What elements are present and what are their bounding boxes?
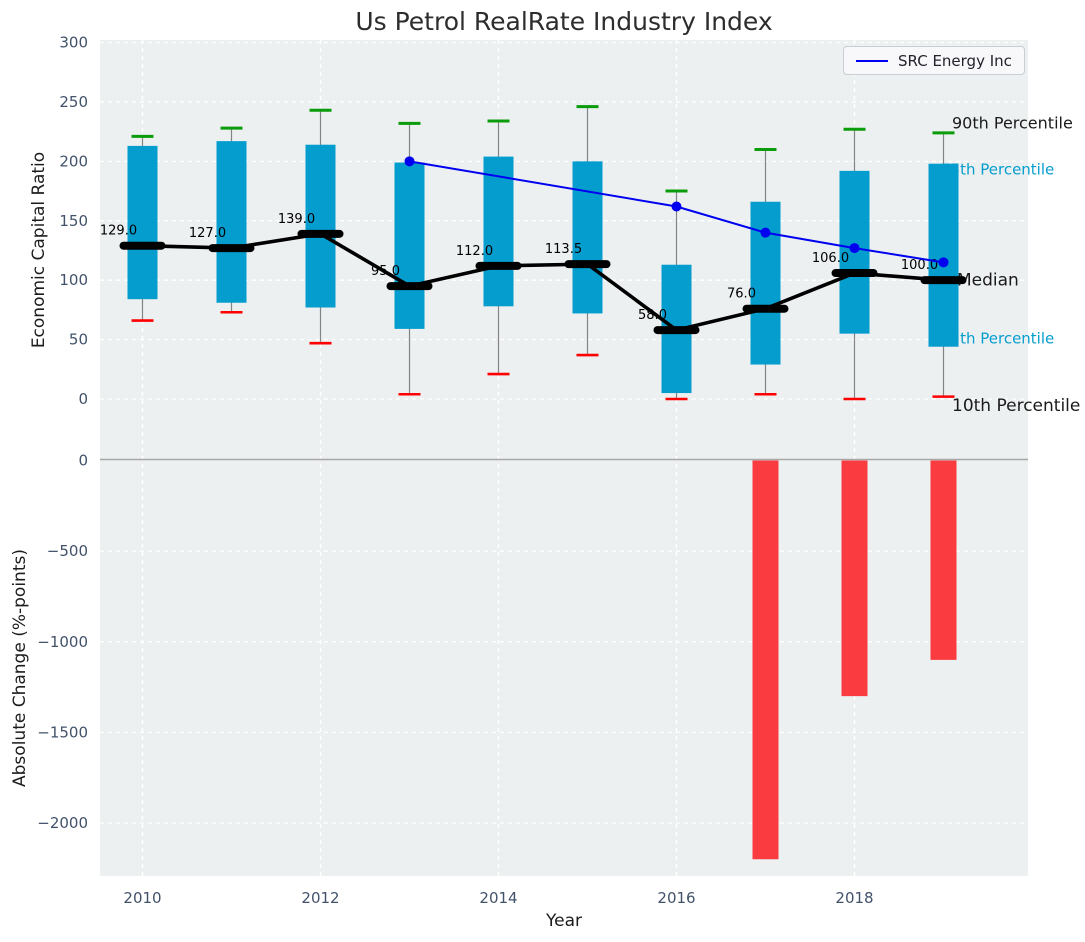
iqr-bar [572,161,603,314]
top-y-tick-label: 300 [59,34,88,52]
src-energy-marker [938,257,949,268]
iqr-bar [216,141,247,303]
x-tick-label: 2012 [301,889,339,907]
bottom-y-tick-label: −2000 [37,814,88,832]
bottom-y-axis-label: Absolute Change (%-points) [10,549,30,787]
top-y-tick-label: 250 [59,93,88,111]
top-plot-area [100,40,1028,458]
median-value-label: 100.0 [901,258,938,273]
median-value-label: 58.0 [638,308,667,323]
iqr-bar [305,144,336,308]
change-bar [752,460,779,860]
change-bar [930,460,957,660]
legend-label: SRC Energy Inc [898,51,1012,70]
annotation-10th-percentile: 10th Percentile [952,396,1080,416]
median-value-label: 112.0 [456,244,493,259]
top-y-tick-label: 50 [69,331,88,349]
src-energy-marker [671,201,682,212]
iqr-bar [750,201,781,365]
bottom-y-tick-label: 0 [78,452,88,470]
median-value-label: 129.0 [100,224,137,239]
x-tick-label: 2018 [835,889,873,907]
annotation-median: Median [957,271,1019,291]
iqr-bar [483,156,514,307]
iqr-bar [394,162,425,329]
src-energy-marker [404,156,415,167]
src-energy-marker [760,227,771,238]
median-value-label: 127.0 [189,226,226,241]
median-line [142,231,944,333]
top-y-tick-label: 0 [78,390,88,408]
x-tick-label: 2016 [657,889,695,907]
median-value-label: 106.0 [812,251,849,266]
iqr-bar [127,145,158,300]
x-tick-label: 2014 [479,889,517,907]
annotation-25th-percentile: 25th Percentile [941,330,1054,348]
iqr-bar [928,163,959,347]
legend: SRC Energy Inc [843,46,1025,75]
chart-title: Us Petrol RealRate Industry Index [355,7,773,36]
change-bar [841,460,868,697]
annotation-90th-percentile: 90th Percentile [952,114,1073,133]
annotation-75th-percentile: 75th Percentile [941,161,1054,179]
bottom-plot-area [100,458,1028,876]
median-value-label: 76.0 [727,287,756,302]
x-tick-label: 2010 [123,889,161,907]
x-axis-label: Year [546,911,582,931]
median-value-label: 113.5 [545,242,582,257]
top-y-tick-label: 150 [59,212,88,230]
bottom-y-tick-label: −1000 [37,633,88,651]
top-y-axis-label: Economic Capital Ratio [29,151,49,349]
top-y-tick-label: 200 [59,152,88,170]
legend-line-swatch [856,59,888,62]
bottom-y-tick-label: −1500 [37,723,88,741]
top-y-tick-label: 100 [59,271,88,289]
src-energy-marker [849,243,860,254]
median-value-label: 139.0 [278,212,315,227]
bottom-y-tick-label: −500 [47,542,88,560]
median-value-label: 95.0 [371,264,400,279]
